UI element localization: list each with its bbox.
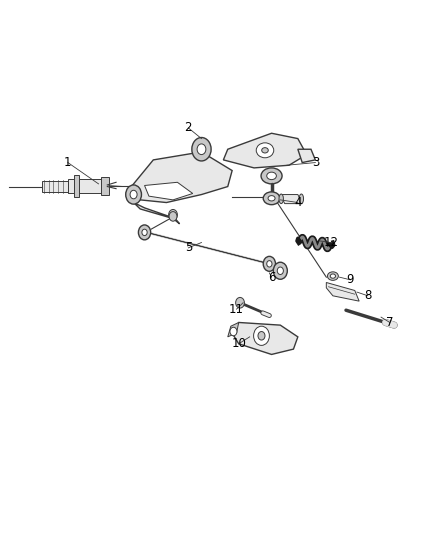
Text: 1: 1 [64, 156, 72, 169]
Circle shape [273, 262, 287, 279]
Text: 5: 5 [185, 241, 192, 254]
Circle shape [169, 212, 177, 221]
Circle shape [254, 326, 269, 345]
Circle shape [236, 297, 244, 308]
Ellipse shape [267, 172, 276, 180]
Text: 6: 6 [268, 271, 276, 284]
Circle shape [130, 190, 137, 199]
Circle shape [142, 229, 147, 236]
Circle shape [267, 261, 272, 267]
Circle shape [197, 144, 206, 155]
Polygon shape [298, 149, 315, 163]
Polygon shape [42, 181, 68, 192]
Polygon shape [74, 175, 79, 197]
Ellipse shape [261, 148, 268, 153]
Text: 12: 12 [323, 236, 338, 249]
Polygon shape [228, 322, 239, 337]
Ellipse shape [256, 143, 274, 158]
Circle shape [138, 225, 151, 240]
Circle shape [277, 267, 283, 274]
Polygon shape [280, 195, 302, 204]
Ellipse shape [268, 196, 275, 201]
Text: 8: 8 [364, 289, 371, 302]
Text: 11: 11 [229, 303, 244, 316]
Polygon shape [134, 203, 180, 224]
Circle shape [169, 209, 177, 220]
Text: 2: 2 [184, 122, 192, 134]
Ellipse shape [327, 272, 338, 280]
Circle shape [230, 327, 237, 336]
Ellipse shape [279, 194, 283, 204]
Circle shape [192, 138, 211, 161]
Text: 9: 9 [346, 273, 354, 286]
Polygon shape [68, 179, 105, 193]
Ellipse shape [263, 192, 280, 205]
Circle shape [258, 332, 265, 340]
Text: 7: 7 [386, 316, 394, 329]
Polygon shape [232, 322, 298, 354]
Ellipse shape [261, 168, 282, 184]
Ellipse shape [330, 274, 336, 278]
Polygon shape [326, 282, 359, 301]
Circle shape [263, 256, 276, 271]
Text: 3: 3 [312, 156, 319, 169]
Polygon shape [145, 182, 193, 200]
Polygon shape [223, 133, 307, 168]
Polygon shape [127, 152, 232, 203]
Ellipse shape [299, 194, 304, 204]
Text: 10: 10 [231, 337, 246, 350]
Circle shape [126, 185, 141, 204]
Polygon shape [101, 177, 109, 195]
Text: 4: 4 [294, 196, 302, 209]
